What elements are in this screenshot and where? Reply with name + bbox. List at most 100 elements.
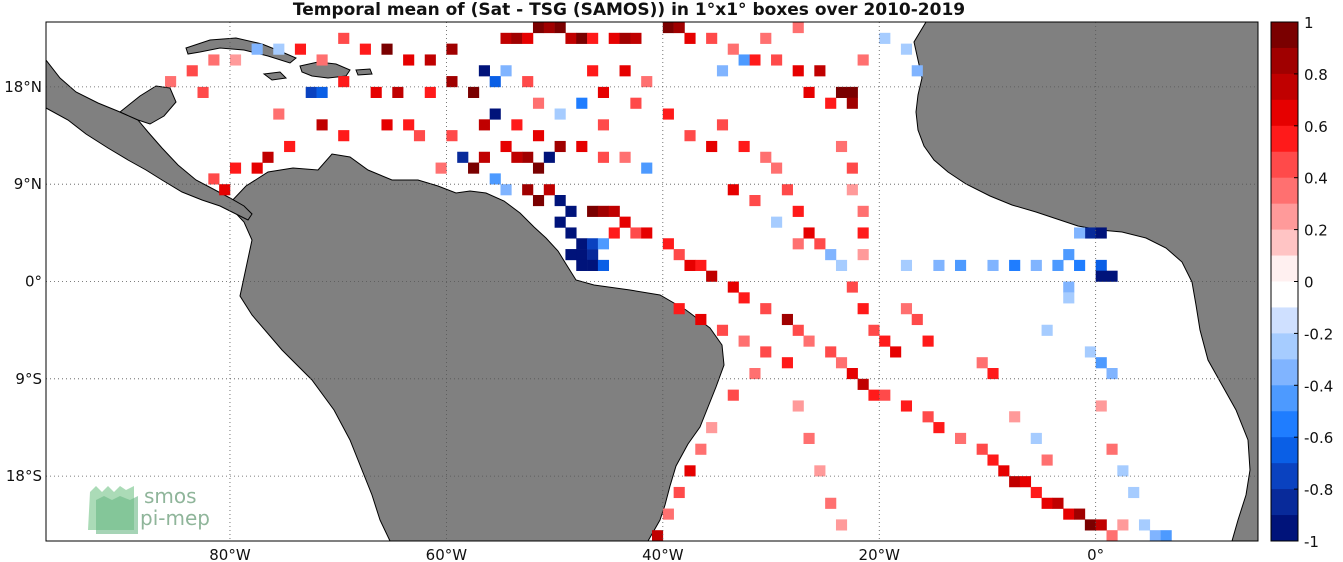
data-cell [478, 151, 490, 163]
data-cell [835, 140, 848, 153]
colorbar-segment [1271, 151, 1298, 179]
logo-wave-graphic-2 [96, 496, 138, 534]
data-cell [284, 140, 296, 153]
data-cell [1052, 259, 1064, 271]
data-cell [532, 162, 545, 174]
data-cell [890, 346, 902, 358]
data-cell [489, 108, 501, 120]
data-cell [684, 130, 696, 142]
colorbar-ticks: 1 0.8 0.6 0.4 0.2 0 -0.2 -0.4 -0.6 -0.8 -1 [1294, 14, 1333, 551]
data-cell [446, 76, 458, 88]
latitude-tick-label: 0° [25, 273, 42, 291]
data-cell [846, 184, 858, 196]
data-cell [662, 108, 674, 120]
data-cell [229, 54, 242, 66]
data-cell [760, 151, 772, 163]
data-cell [652, 530, 664, 541]
data-cell [706, 270, 718, 282]
data-cell [738, 54, 750, 66]
data-cell [597, 259, 610, 271]
data-cell [955, 432, 967, 444]
data-cell [1009, 411, 1021, 423]
colorbar-segment [1271, 515, 1298, 542]
data-cell [922, 335, 934, 347]
land-africa [913, 22, 1258, 541]
data-cell [1041, 497, 1053, 509]
data-cell [900, 259, 913, 271]
colorbar-segment [1271, 125, 1298, 153]
data-cell [500, 140, 512, 153]
data-cell [987, 368, 999, 380]
land-yucatan [119, 85, 177, 125]
data-cell [749, 368, 761, 380]
data-cell [835, 86, 848, 98]
colorbar-tick-label: -0.4 [1304, 377, 1333, 395]
data-cell [987, 454, 999, 466]
data-cell [716, 119, 729, 131]
data-cell [262, 151, 274, 163]
logo-text-smos: smos [144, 484, 197, 508]
data-cell [251, 162, 263, 174]
colorbar-segment [1271, 177, 1298, 205]
data-cell [543, 184, 555, 196]
data-cell [695, 313, 707, 326]
data-cell [511, 151, 523, 163]
data-cell [219, 184, 231, 196]
data-cell [900, 303, 913, 315]
land-cuba [185, 37, 297, 64]
logo-text-pi-mep: pi-mep [140, 506, 210, 530]
data-cell [933, 422, 945, 434]
data-cell [565, 227, 577, 239]
data-cell [403, 119, 415, 131]
data-cell [727, 281, 739, 293]
data-cell [587, 65, 599, 77]
data-cell [1009, 476, 1021, 488]
data-cell [1030, 259, 1042, 271]
data-cell [251, 43, 263, 55]
data-cell [846, 281, 858, 293]
data-cell [900, 400, 913, 412]
land-jamaica [262, 71, 288, 81]
data-cell [273, 43, 285, 55]
colorbar-segment [1271, 463, 1298, 490]
data-cell [781, 313, 793, 326]
data-cell [229, 162, 242, 174]
colorbar-tick-label: -0.6 [1304, 429, 1333, 447]
graticule [46, 22, 1258, 541]
data-cell [814, 465, 826, 477]
data-cell [576, 32, 588, 44]
data-cell [532, 97, 545, 109]
data-cell [825, 97, 837, 109]
data-cell [662, 508, 674, 520]
data-cell [706, 140, 718, 153]
data-cell [554, 108, 566, 120]
data-cell [857, 227, 869, 239]
data-cell [338, 76, 350, 88]
data-cell [695, 443, 707, 455]
data-cell [846, 368, 858, 380]
data-cell [424, 54, 436, 66]
data-cell [835, 519, 848, 531]
data-cell [381, 119, 393, 131]
data-cell [576, 249, 588, 261]
data-cell [792, 65, 804, 77]
colorbar-segment [1271, 203, 1298, 231]
data-cell [727, 43, 739, 55]
data-cell [760, 303, 772, 315]
data-cell [814, 238, 826, 250]
data-cell [619, 216, 631, 228]
data-cell [1095, 357, 1107, 369]
data-cell [587, 32, 599, 44]
data-cell [1074, 259, 1086, 271]
data-cell [489, 173, 501, 185]
data-cell [1117, 465, 1129, 477]
data-cell [316, 119, 328, 131]
latitude-tick-label: 18°S [6, 467, 42, 485]
colorbar-segment [1271, 307, 1298, 334]
data-cell [543, 22, 555, 34]
colorbar-tick-label: -1 [1304, 533, 1319, 551]
data-cell [771, 162, 783, 174]
data-cell [792, 324, 804, 336]
data-cell [294, 43, 307, 55]
